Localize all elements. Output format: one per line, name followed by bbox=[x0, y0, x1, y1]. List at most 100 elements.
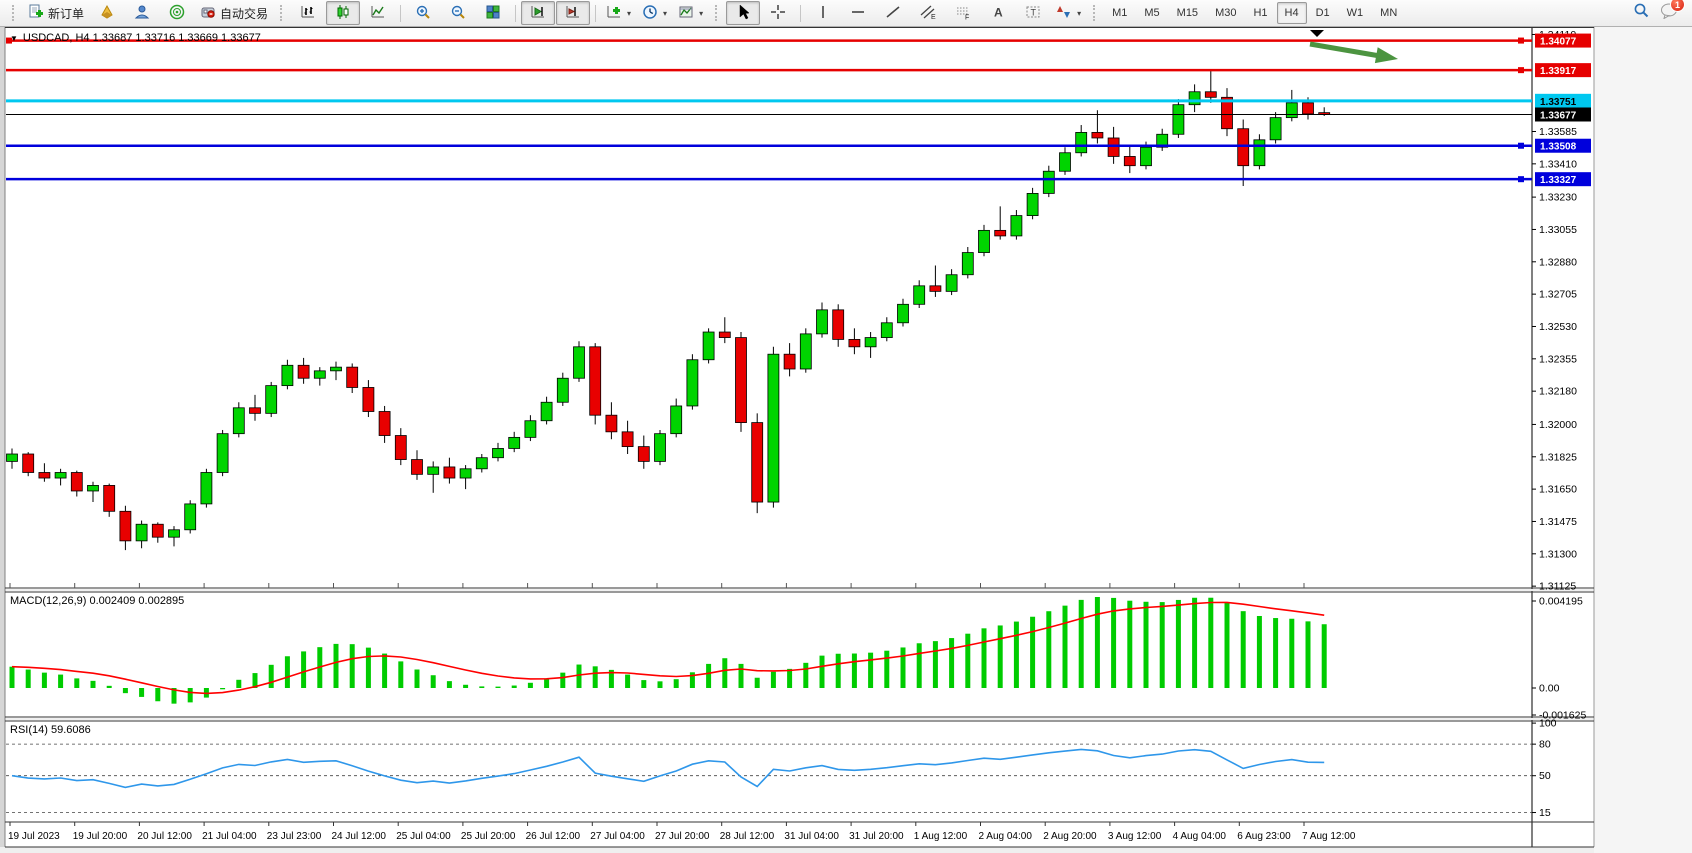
candle bbox=[1026, 187, 1039, 220]
timeframe-button-m15[interactable]: M15 bbox=[1176, 7, 1199, 19]
macd-histogram-bar bbox=[770, 671, 776, 688]
timeframe-button-h4[interactable]: H4 bbox=[1276, 2, 1307, 24]
line-handle[interactable] bbox=[1518, 176, 1524, 183]
timeframe-button-w1[interactable]: W1 bbox=[1346, 7, 1364, 19]
candlestick-chart-button[interactable] bbox=[326, 1, 361, 25]
macd-histogram-bar bbox=[382, 653, 388, 688]
candle bbox=[621, 420, 634, 455]
auto-scroll-button[interactable] bbox=[521, 1, 556, 25]
macd-histogram-bar bbox=[398, 661, 404, 688]
periods-button[interactable]: ▾ bbox=[637, 1, 672, 25]
price-levels-layer: 1.34077 1.33917 1.33751 1.33677 1.33508 1.333… bbox=[6, 33, 1591, 187]
zoom-in-button[interactable] bbox=[406, 1, 440, 25]
cursor-tool-button[interactable] bbox=[726, 1, 761, 25]
trendline-tool-button[interactable] bbox=[876, 1, 910, 25]
text-label-tool-button[interactable]: T bbox=[1016, 1, 1050, 25]
candle bbox=[913, 280, 926, 308]
auto-trading-button[interactable]: 自动交易 bbox=[195, 1, 273, 25]
candle bbox=[816, 302, 828, 338]
notifications-chat-button[interactable]: 1 bbox=[1660, 0, 1685, 24]
candle bbox=[1123, 145, 1136, 174]
line-handle[interactable] bbox=[1518, 37, 1524, 44]
candle bbox=[281, 359, 294, 390]
timeframe-button-mn[interactable]: MN bbox=[1380, 7, 1398, 19]
chart-canvas[interactable]: 1.341101.335851.334101.332301.330551.328… bbox=[0, 27, 1692, 853]
fibonacci-tool-button[interactable]: F bbox=[946, 1, 980, 25]
line-handle[interactable] bbox=[1518, 142, 1524, 149]
timeframe-button-h1[interactable]: H1 bbox=[1253, 7, 1268, 19]
current-bar-marker-icon bbox=[1310, 30, 1324, 37]
line-chart-button[interactable] bbox=[361, 1, 395, 25]
svg-text:1.32180: 1.32180 bbox=[1539, 386, 1577, 398]
macd-histogram-bar bbox=[139, 688, 145, 697]
macd-histogram-bar bbox=[819, 655, 825, 688]
macd-histogram-bar bbox=[1046, 611, 1052, 688]
chart-shift-button[interactable] bbox=[556, 1, 591, 25]
tile-windows-button[interactable] bbox=[476, 1, 510, 25]
arrows-tool-button[interactable]: ▾ bbox=[1051, 1, 1086, 25]
svg-text:24 Jul 12:00: 24 Jul 12:00 bbox=[332, 831, 387, 842]
text-tool-button[interactable]: A bbox=[981, 1, 1015, 25]
macd-histogram-bar bbox=[284, 656, 290, 688]
candle bbox=[864, 332, 877, 358]
candle bbox=[168, 526, 180, 547]
zoom-out-icon bbox=[450, 4, 466, 23]
vertical-line-tool-button[interactable] bbox=[806, 1, 840, 25]
candle bbox=[897, 298, 909, 327]
timeframe-button-d1[interactable]: D1 bbox=[1315, 7, 1330, 19]
indicators-button[interactable]: ▾ bbox=[601, 1, 636, 25]
price-level-badge bbox=[1535, 172, 1591, 187]
candle bbox=[119, 505, 132, 551]
trend-arrow-annotation[interactable] bbox=[1309, 41, 1398, 64]
crosshair-tool-button[interactable] bbox=[761, 1, 795, 25]
svg-text:1.34077: 1.34077 bbox=[1540, 37, 1577, 48]
line-handle[interactable] bbox=[1518, 67, 1524, 74]
new-order-icon bbox=[28, 4, 44, 23]
macd-histogram-bar bbox=[754, 677, 760, 688]
timeframe-button-m5[interactable]: M5 bbox=[1144, 7, 1160, 19]
candle bbox=[184, 500, 197, 534]
timeframe-button-m1[interactable]: M1 bbox=[1112, 7, 1128, 19]
templates-button[interactable]: ▾ bbox=[673, 1, 708, 25]
metaeditor-button[interactable] bbox=[90, 1, 124, 25]
candle bbox=[232, 402, 245, 438]
new-order-button[interactable]: 新订单 bbox=[23, 1, 89, 25]
equidistant-channel-tool-button[interactable]: E bbox=[911, 1, 945, 25]
svg-text:1.33751: 1.33751 bbox=[1540, 97, 1577, 108]
macd-histogram-bar bbox=[1175, 599, 1181, 688]
macd-histogram-bar bbox=[463, 684, 469, 688]
candle bbox=[994, 206, 1007, 240]
candle bbox=[735, 332, 747, 432]
line-handle[interactable] bbox=[6, 37, 12, 44]
macd-histogram-bar bbox=[544, 678, 550, 688]
macd-histogram-bar bbox=[58, 674, 64, 688]
svg-text:21 Jul 04:00: 21 Jul 04:00 bbox=[202, 831, 257, 842]
svg-text:19 Jul 20:00: 19 Jul 20:00 bbox=[73, 831, 128, 842]
search-icon[interactable] bbox=[1633, 2, 1650, 24]
tile-windows-icon bbox=[485, 4, 501, 23]
text-tool-icon: A bbox=[990, 4, 1006, 23]
macd-histogram-bar bbox=[884, 650, 890, 688]
price-level-badge bbox=[1535, 33, 1591, 48]
chart-title: ▼ USDCAD, H4 1.33687 1.33716 1.33669 1.3… bbox=[10, 32, 261, 44]
horizontal-line-tool-button[interactable] bbox=[841, 1, 875, 25]
candle bbox=[135, 520, 148, 549]
zoom-out-button[interactable] bbox=[441, 1, 475, 25]
candle bbox=[459, 465, 472, 490]
svg-text:2 Aug 04:00: 2 Aug 04:00 bbox=[979, 831, 1033, 842]
macd-histogram-bar bbox=[1192, 597, 1198, 688]
bar-chart-button[interactable] bbox=[291, 1, 325, 25]
notifications-button[interactable] bbox=[160, 1, 194, 25]
candle bbox=[751, 413, 764, 514]
chart-menu-icon[interactable]: ▼ bbox=[10, 33, 18, 43]
rsi-indicator-label: RSI(14) 59.6086 bbox=[10, 724, 91, 736]
profiles-button[interactable] bbox=[125, 1, 159, 25]
price-level-badge bbox=[1535, 138, 1591, 153]
timeframe-button-m30[interactable]: M30 bbox=[1215, 7, 1237, 19]
auto-trading-label: 自动交易 bbox=[220, 6, 269, 21]
svg-text:19 Jul 2023: 19 Jul 2023 bbox=[8, 831, 60, 842]
macd-histogram-bar bbox=[1013, 621, 1019, 688]
macd-histogram-bar bbox=[349, 644, 355, 688]
macd-histogram-bar bbox=[803, 662, 809, 688]
